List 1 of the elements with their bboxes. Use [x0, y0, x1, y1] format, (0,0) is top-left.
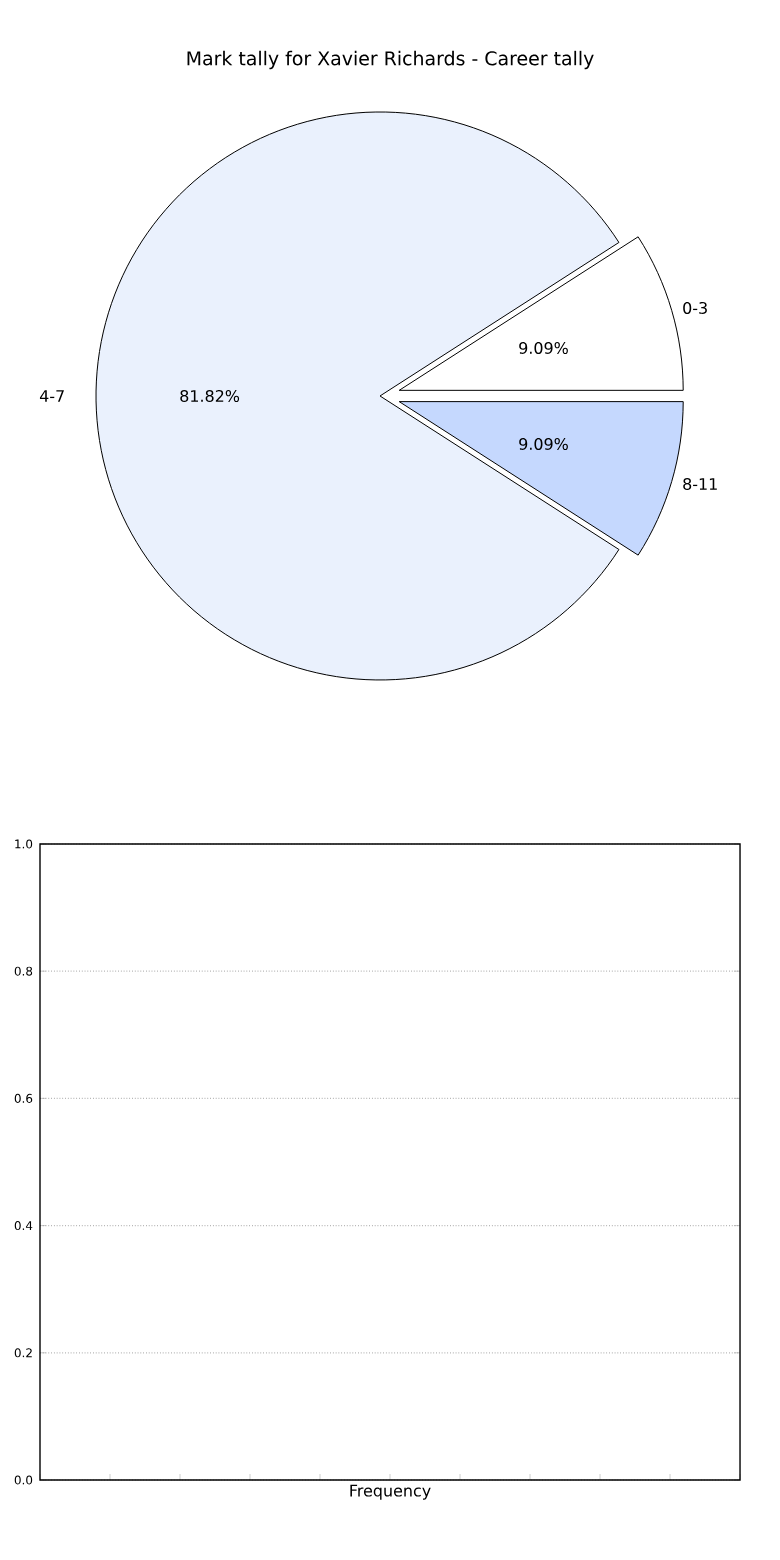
chart-title: Mark tally for Xavier Richards - Career tally [187, 50, 594, 70]
